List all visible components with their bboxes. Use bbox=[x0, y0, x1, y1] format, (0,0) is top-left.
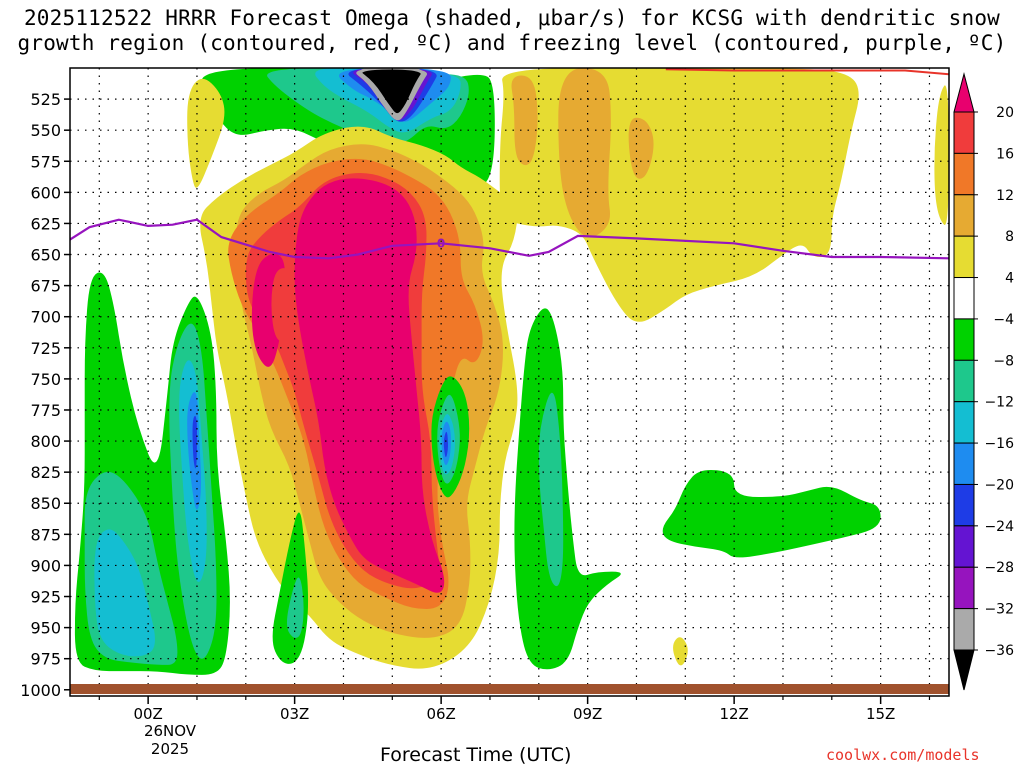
colorbar-segment-6 bbox=[953, 359, 975, 403]
x-tick-label-00Z: 00Z bbox=[133, 705, 162, 723]
colorbar-top-arrow bbox=[953, 72, 975, 113]
colorbar: 20 16 12 8 4 −4 −8 −12 −16 −20 −24 −28 −32 −36 bbox=[953, 72, 1014, 691]
y-tick-label-625: 625 bbox=[30, 214, 61, 233]
y-axis: 525 550 575 600 625 650 675 700 725 750 775 800 825 8… bbox=[20, 90, 70, 700]
omega-region-31 bbox=[286, 577, 304, 638]
omega-region-4 bbox=[628, 117, 654, 179]
colorbar-label-4: 4 bbox=[1005, 271, 1014, 287]
colorbar-segment-9 bbox=[953, 483, 975, 527]
colorbar-label-16: 16 bbox=[996, 146, 1014, 162]
omega-region-20 bbox=[271, 268, 295, 342]
chart-title: 2025112522 HRRR Forecast Omega (shaded, … bbox=[0, 6, 1024, 56]
colorbar-label-20: 20 bbox=[996, 105, 1014, 121]
colorbar-label-12: 12 bbox=[996, 188, 1014, 204]
omega-region-40 bbox=[673, 637, 688, 666]
y-tick-label-825: 825 bbox=[30, 463, 61, 482]
contour-lines bbox=[70, 68, 949, 260]
colorbar-segment-3 bbox=[953, 235, 975, 279]
x-axis: 00Z 03Z 06Z 09Z 12Z 15Z bbox=[98, 696, 931, 723]
y-tick-label-600: 600 bbox=[30, 183, 61, 202]
omega-region-2 bbox=[511, 75, 538, 166]
y-tick-label-1000: 1000 bbox=[20, 681, 61, 700]
colorbar-label--28: −28 bbox=[984, 560, 1014, 576]
y-tick-label-800: 800 bbox=[30, 432, 61, 451]
colorbar-label--24: −24 bbox=[984, 519, 1014, 535]
date-label-day: 26NOV bbox=[144, 722, 197, 740]
x-tick-label-03Z: 03Z bbox=[280, 705, 309, 723]
omega-region-38 bbox=[538, 392, 564, 587]
x-axis-title: Forecast Time (UTC) bbox=[380, 744, 572, 766]
colorbar-segment-10 bbox=[953, 525, 975, 568]
y-tick-label-700: 700 bbox=[30, 308, 61, 327]
y-tick-label-525: 525 bbox=[30, 90, 61, 109]
y-tick-label-775: 775 bbox=[30, 401, 61, 420]
y-tick-label-900: 900 bbox=[30, 556, 61, 575]
y-tick-label-950: 950 bbox=[30, 619, 61, 638]
y-tick-label-925: 925 bbox=[30, 588, 61, 607]
colorbar-segment-1 bbox=[953, 152, 975, 196]
colorbar-label--36: −36 bbox=[984, 643, 1014, 659]
omega-region-1 bbox=[934, 85, 949, 226]
x-tick-label-12Z: 12Z bbox=[719, 705, 748, 723]
colorbar-label--32: −32 bbox=[984, 602, 1014, 618]
title-line-2: growth region (contoured, red, ºC) and f… bbox=[17, 31, 1007, 55]
colorbar-label-8: 8 bbox=[1005, 229, 1014, 245]
y-tick-label-975: 975 bbox=[30, 650, 61, 669]
y-tick-label-650: 650 bbox=[30, 246, 61, 265]
colorbar-segment-0 bbox=[953, 111, 975, 154]
omega-region-39 bbox=[662, 469, 881, 558]
x-tick-label-09Z: 09Z bbox=[573, 705, 602, 723]
omega-region-25 bbox=[94, 529, 155, 657]
omega-region-36 bbox=[443, 431, 449, 458]
colorbar-segment-5 bbox=[953, 318, 975, 361]
colorbar-label--8: −8 bbox=[993, 353, 1014, 369]
omega-regions bbox=[74, 68, 949, 675]
x-tick-label-15Z: 15Z bbox=[866, 705, 895, 723]
colorbar-segment-4 bbox=[953, 277, 975, 320]
dgz-contour-line bbox=[665, 68, 949, 76]
colorbar-bottom-arrow bbox=[953, 649, 975, 691]
colorbar-segment-7 bbox=[953, 401, 975, 444]
omega-region-3 bbox=[558, 68, 611, 237]
colorbar-segment-11 bbox=[953, 566, 975, 610]
colorbar-label--16: −16 bbox=[984, 436, 1014, 452]
y-tick-label-750: 750 bbox=[30, 370, 61, 389]
omega-region-29 bbox=[192, 415, 197, 469]
credit-link[interactable]: coolwx.com/models bbox=[826, 746, 980, 764]
colorbar-label--20: −20 bbox=[984, 477, 1014, 493]
colorbar-label--4: −4 bbox=[993, 312, 1014, 328]
x-tick-label-06Z: 06Z bbox=[426, 705, 455, 723]
y-tick-label-850: 850 bbox=[30, 494, 61, 513]
ground-strip bbox=[70, 684, 949, 694]
y-tick-label-575: 575 bbox=[30, 152, 61, 171]
date-label-year: 2025 bbox=[151, 740, 189, 758]
freezing-level-label: 0 bbox=[437, 236, 445, 250]
colorbar-segment-12 bbox=[953, 608, 975, 651]
colorbar-label--12: −12 bbox=[984, 395, 1014, 411]
plot-frame bbox=[69, 67, 950, 697]
colorbar-segment-2 bbox=[953, 194, 975, 237]
y-tick-label-875: 875 bbox=[30, 525, 61, 544]
y-tick-label-675: 675 bbox=[30, 277, 61, 296]
title-line-1: 2025112522 HRRR Forecast Omega (shaded, … bbox=[23, 6, 1001, 30]
y-tick-label-725: 725 bbox=[30, 339, 61, 358]
freezing-level-line bbox=[70, 218, 949, 260]
y-tick-label-550: 550 bbox=[30, 121, 61, 140]
omega-region-37 bbox=[514, 308, 621, 670]
colorbar-segment-8 bbox=[953, 442, 975, 485]
omega-region-18 bbox=[294, 178, 445, 593]
